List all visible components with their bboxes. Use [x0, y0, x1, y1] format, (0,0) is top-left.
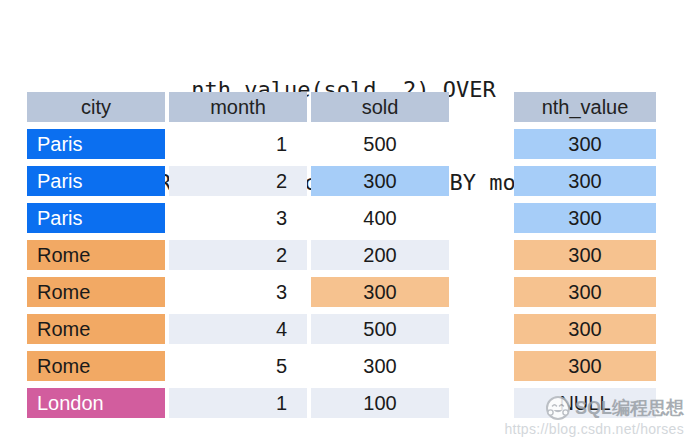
city-cell: Paris: [27, 129, 165, 159]
city-cell: Rome: [27, 240, 165, 270]
month-cell: 4: [169, 314, 307, 344]
column-header-sold: sold: [311, 92, 449, 122]
chuckle-emoji-icon: [545, 395, 571, 421]
month-cell: 2: [169, 240, 307, 270]
column-gap: [453, 166, 510, 196]
month-cell: 3: [169, 203, 307, 233]
column-gap: [453, 351, 510, 381]
sold-cell-highlighted: 300: [311, 277, 449, 307]
column-gap: [453, 277, 510, 307]
column-gap: [453, 240, 510, 270]
nth-value-cell: 300: [514, 129, 656, 159]
city-cell: Rome: [27, 277, 165, 307]
column-gap: [453, 129, 510, 159]
month-cell: 1: [169, 129, 307, 159]
watermark: SQL编程思想 https://blog.csdn.net/horses: [504, 395, 684, 437]
sold-cell: 500: [311, 314, 449, 344]
nth-value-cell: 300: [514, 240, 656, 270]
sold-cell: 200: [311, 240, 449, 270]
month-cell: 1: [169, 388, 307, 418]
column-header-nth-value: nth_value: [514, 92, 656, 122]
column-gap: [453, 314, 510, 344]
column-gap: [453, 92, 510, 122]
month-cell: 2: [169, 166, 307, 196]
column-header-month: month: [169, 92, 307, 122]
month-cell: 3: [169, 277, 307, 307]
column-gap: [453, 203, 510, 233]
nth-value-cell: 300: [514, 203, 656, 233]
month-cell: 5: [169, 351, 307, 381]
watermark-brand-text: SQL编程思想: [575, 397, 684, 419]
nth-value-cell: 300: [514, 166, 656, 196]
watermark-brand-row: SQL编程思想: [504, 395, 684, 421]
sold-cell: 500: [311, 129, 449, 159]
city-cell: Paris: [27, 203, 165, 233]
city-cell: London: [27, 388, 165, 418]
sold-cell-highlighted: 300: [311, 166, 449, 196]
sold-cell: 300: [311, 351, 449, 381]
city-cell: Rome: [27, 314, 165, 344]
sold-cell: 100: [311, 388, 449, 418]
sold-cell: 400: [311, 203, 449, 233]
city-cell: Paris: [27, 166, 165, 196]
nth-value-cell: 300: [514, 351, 656, 381]
nth-value-cell: 300: [514, 314, 656, 344]
watermark-url: https://blog.csdn.net/horses: [504, 421, 684, 437]
column-gap: [453, 388, 510, 418]
nth-value-table: city month sold nth_value Paris 1 500 30…: [27, 92, 656, 418]
column-header-city: city: [27, 92, 165, 122]
nth-value-cell: 300: [514, 277, 656, 307]
city-cell: Rome: [27, 351, 165, 381]
